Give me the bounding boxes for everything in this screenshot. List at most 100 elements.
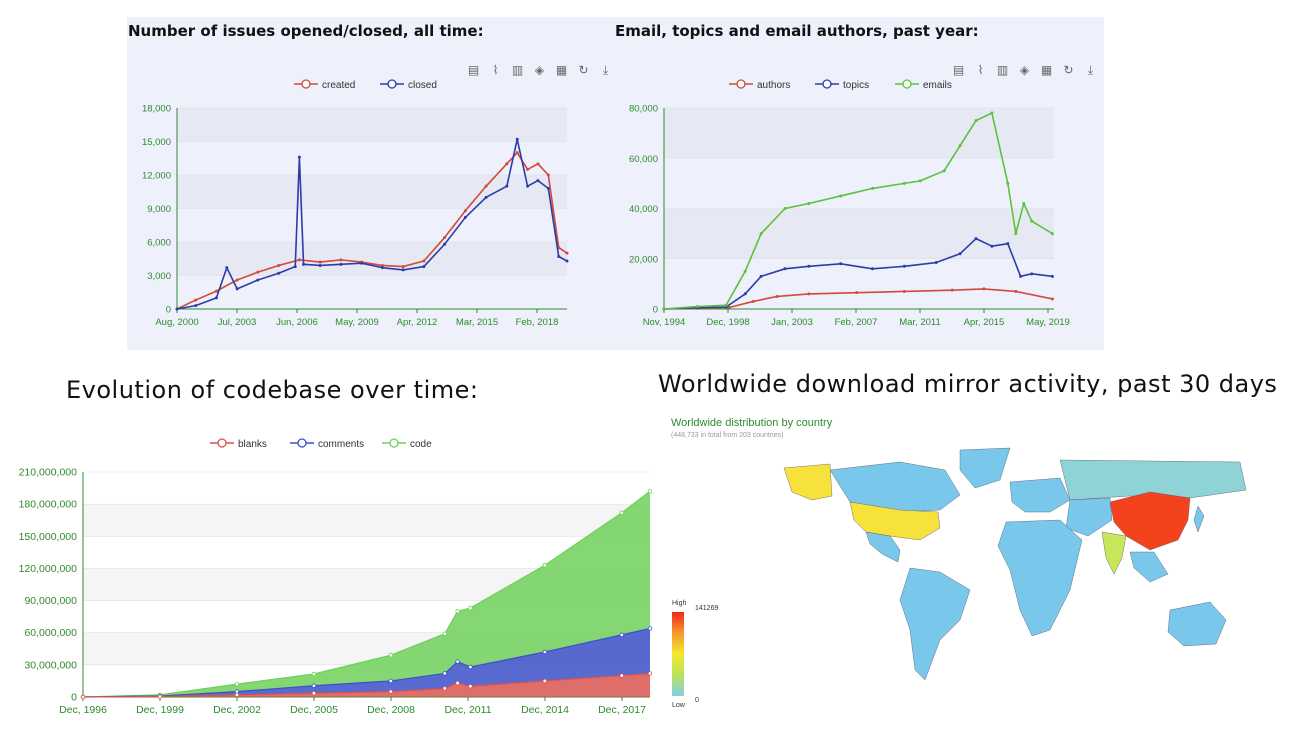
x-tick-label: Dec, 1999 <box>136 704 184 716</box>
legend-marker <box>822 79 832 89</box>
grid-band <box>177 108 567 142</box>
point-topics <box>974 237 978 241</box>
issues-chart: 0 3,000 6,000 9,000 12,000 15,000 18,000 Aug, 2… <box>142 79 569 328</box>
bar-switch-icon[interactable]: ▥ <box>511 63 524 77</box>
y-tick-label: 0 <box>653 305 658 316</box>
map-country-united-states[interactable] <box>849 501 941 541</box>
bar-switch-icon[interactable]: ▥ <box>996 63 1009 77</box>
codebase-heading: Evolution of codebase over time: <box>66 376 479 404</box>
point-created <box>565 251 569 255</box>
download-icon[interactable]: ⤓ <box>602 63 609 77</box>
point-closed <box>302 262 306 266</box>
map-country-greenland[interactable] <box>959 447 1011 489</box>
map-subtitle: (448,733 in total from 203 countries) <box>671 432 784 439</box>
point-emails <box>783 207 787 210</box>
point-topics <box>807 264 811 268</box>
map-country-africa[interactable] <box>997 519 1083 637</box>
line-closed <box>176 138 568 310</box>
point-closed <box>256 278 260 282</box>
y-tick-label: 12,000 <box>142 171 171 182</box>
point-created <box>214 289 218 293</box>
y-tick-label: 0 <box>71 692 77 704</box>
legend-label-created: created <box>322 80 355 91</box>
point-blanks <box>442 686 447 691</box>
legend-label-authors: authors <box>757 80 790 91</box>
map-country-brazil[interactable] <box>899 567 971 681</box>
point-topics <box>902 264 906 268</box>
stack-icon[interactable]: ◈ <box>1019 63 1030 77</box>
legend-marker <box>387 79 397 89</box>
codebase-chart: 0 30,000,000 60,000,000 90,000,000 120,000,0… <box>19 438 653 716</box>
point-comments <box>468 664 473 670</box>
point-code <box>542 563 548 568</box>
data-view-icon[interactable]: ▤ <box>467 63 480 77</box>
scale-min-label: 0 <box>695 697 699 704</box>
legend-marker <box>736 79 746 89</box>
point-emails <box>1022 201 1026 205</box>
tiled-icon[interactable]: ▦ <box>555 63 568 77</box>
point-topics <box>743 292 747 296</box>
point-code <box>311 671 317 677</box>
map-country-china[interactable] <box>1109 491 1191 551</box>
point-comments <box>619 632 624 638</box>
point-created <box>401 265 405 269</box>
legend-marker <box>389 438 399 448</box>
point-blanks <box>234 692 240 698</box>
grid-band <box>664 208 1054 259</box>
restore-icon[interactable]: ↻ <box>578 63 589 77</box>
point-comments <box>388 678 394 684</box>
line-switch-icon[interactable]: ⌇ <box>492 63 499 77</box>
point-closed <box>175 307 179 311</box>
point-created <box>297 258 301 262</box>
restore-icon[interactable]: ↻ <box>1063 63 1074 77</box>
point-emails <box>1030 219 1034 223</box>
point-created <box>515 151 519 155</box>
point-created <box>505 162 509 166</box>
grid-band <box>83 504 650 537</box>
point-emails <box>759 232 763 236</box>
point-closed <box>235 287 239 291</box>
point-topics <box>1006 242 1010 246</box>
point-closed <box>484 195 488 199</box>
point-closed <box>536 179 540 183</box>
map-country-southeast-asia[interactable] <box>1129 551 1169 583</box>
map-country-central-asia[interactable] <box>1065 497 1113 537</box>
x-tick-label: Dec, 2002 <box>213 704 261 716</box>
download-icon[interactable]: ⤓ <box>1087 63 1094 77</box>
tiled-icon[interactable]: ▦ <box>1040 63 1053 77</box>
map-country-canada[interactable] <box>829 461 961 513</box>
point-comments <box>647 626 653 631</box>
x-tick-label: Aug, 2000 <box>155 317 198 328</box>
point-code <box>442 631 447 636</box>
map-country-australia[interactable] <box>1167 601 1227 647</box>
point-emails <box>990 111 994 115</box>
point-emails <box>1050 232 1054 236</box>
map-country-alaska[interactable] <box>783 463 833 501</box>
stack-icon[interactable]: ◈ <box>534 63 545 77</box>
line-topics <box>663 237 1053 310</box>
point-emails <box>1014 232 1018 236</box>
y-tick-label: 6,000 <box>147 238 171 249</box>
point-blanks <box>80 694 86 700</box>
point-blanks <box>388 689 394 694</box>
point-created <box>235 278 239 282</box>
y-tick-label: 9,000 <box>147 204 171 215</box>
map-country-india[interactable] <box>1101 531 1127 575</box>
issues-chart-toolbar: ▤ ⌇ ▥ ◈ ▦ ↻ ⤓ <box>466 63 613 77</box>
point-code <box>234 681 240 687</box>
point-closed <box>557 255 561 259</box>
map-country-mexico[interactable] <box>865 531 901 563</box>
point-created <box>339 258 343 262</box>
point-code <box>619 510 624 515</box>
line-switch-icon[interactable]: ⌇ <box>977 63 984 77</box>
point-closed <box>401 268 405 272</box>
map-country-europe[interactable] <box>1009 477 1071 513</box>
map-country-japan[interactable] <box>1193 505 1205 533</box>
visual-map-scale[interactable] <box>672 612 684 696</box>
point-code <box>388 653 394 658</box>
map-title: Worldwide distribution by country <box>671 417 833 429</box>
x-tick-label: Nov, 1994 <box>643 317 686 328</box>
data-view-icon[interactable]: ▤ <box>952 63 965 77</box>
point-emails <box>724 303 728 307</box>
point-blanks <box>619 673 624 678</box>
